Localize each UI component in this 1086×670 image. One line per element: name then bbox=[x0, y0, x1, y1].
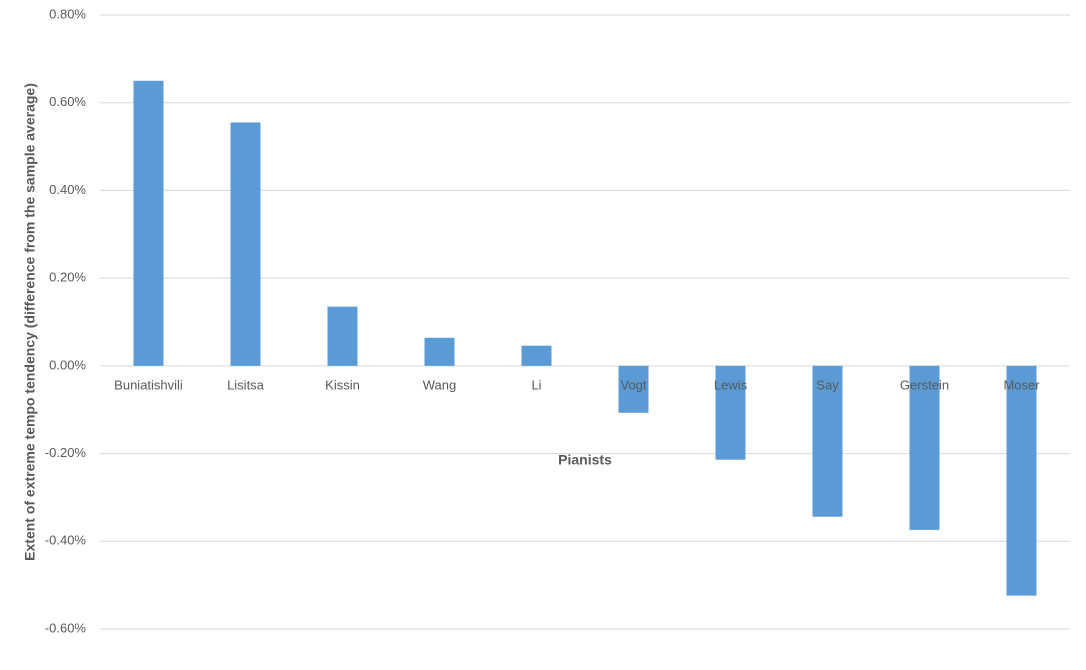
x-axis-title: Pianists bbox=[558, 452, 612, 468]
x-tick-label: Kissin bbox=[325, 377, 360, 392]
bar bbox=[715, 365, 746, 460]
y-tick-label: 0.80% bbox=[49, 6, 86, 21]
x-tick-label: Gerstein bbox=[900, 377, 949, 392]
y-tick-label: -0.20% bbox=[45, 445, 87, 460]
x-tick-label: Vogt bbox=[620, 377, 646, 392]
y-tick-label: 0.00% bbox=[49, 357, 86, 372]
x-tick-label: Lisitsa bbox=[227, 377, 265, 392]
bar bbox=[812, 365, 843, 517]
y-tick-label: -0.60% bbox=[45, 620, 87, 635]
bar bbox=[133, 80, 164, 366]
x-tick-label: Moser bbox=[1003, 377, 1040, 392]
x-tick-label: Say bbox=[816, 377, 839, 392]
bar bbox=[521, 345, 552, 366]
bar bbox=[230, 122, 261, 366]
bar bbox=[1006, 365, 1037, 596]
y-axis-title: Extent of extreme tempo tendency (differ… bbox=[22, 83, 38, 561]
y-tick-label: 0.60% bbox=[49, 94, 86, 109]
y-tick-label: -0.40% bbox=[45, 533, 87, 548]
x-tick-label: Li bbox=[531, 377, 541, 392]
x-tick-label: Lewis bbox=[714, 377, 748, 392]
bar bbox=[424, 337, 455, 366]
bar bbox=[327, 306, 358, 366]
bar bbox=[618, 365, 649, 413]
x-tick-label: Wang bbox=[423, 377, 456, 392]
y-tick-label: 0.20% bbox=[49, 270, 86, 285]
bar bbox=[909, 365, 940, 530]
y-tick-label: 0.40% bbox=[49, 182, 86, 197]
x-tick-label: Buniatishvili bbox=[114, 377, 183, 392]
